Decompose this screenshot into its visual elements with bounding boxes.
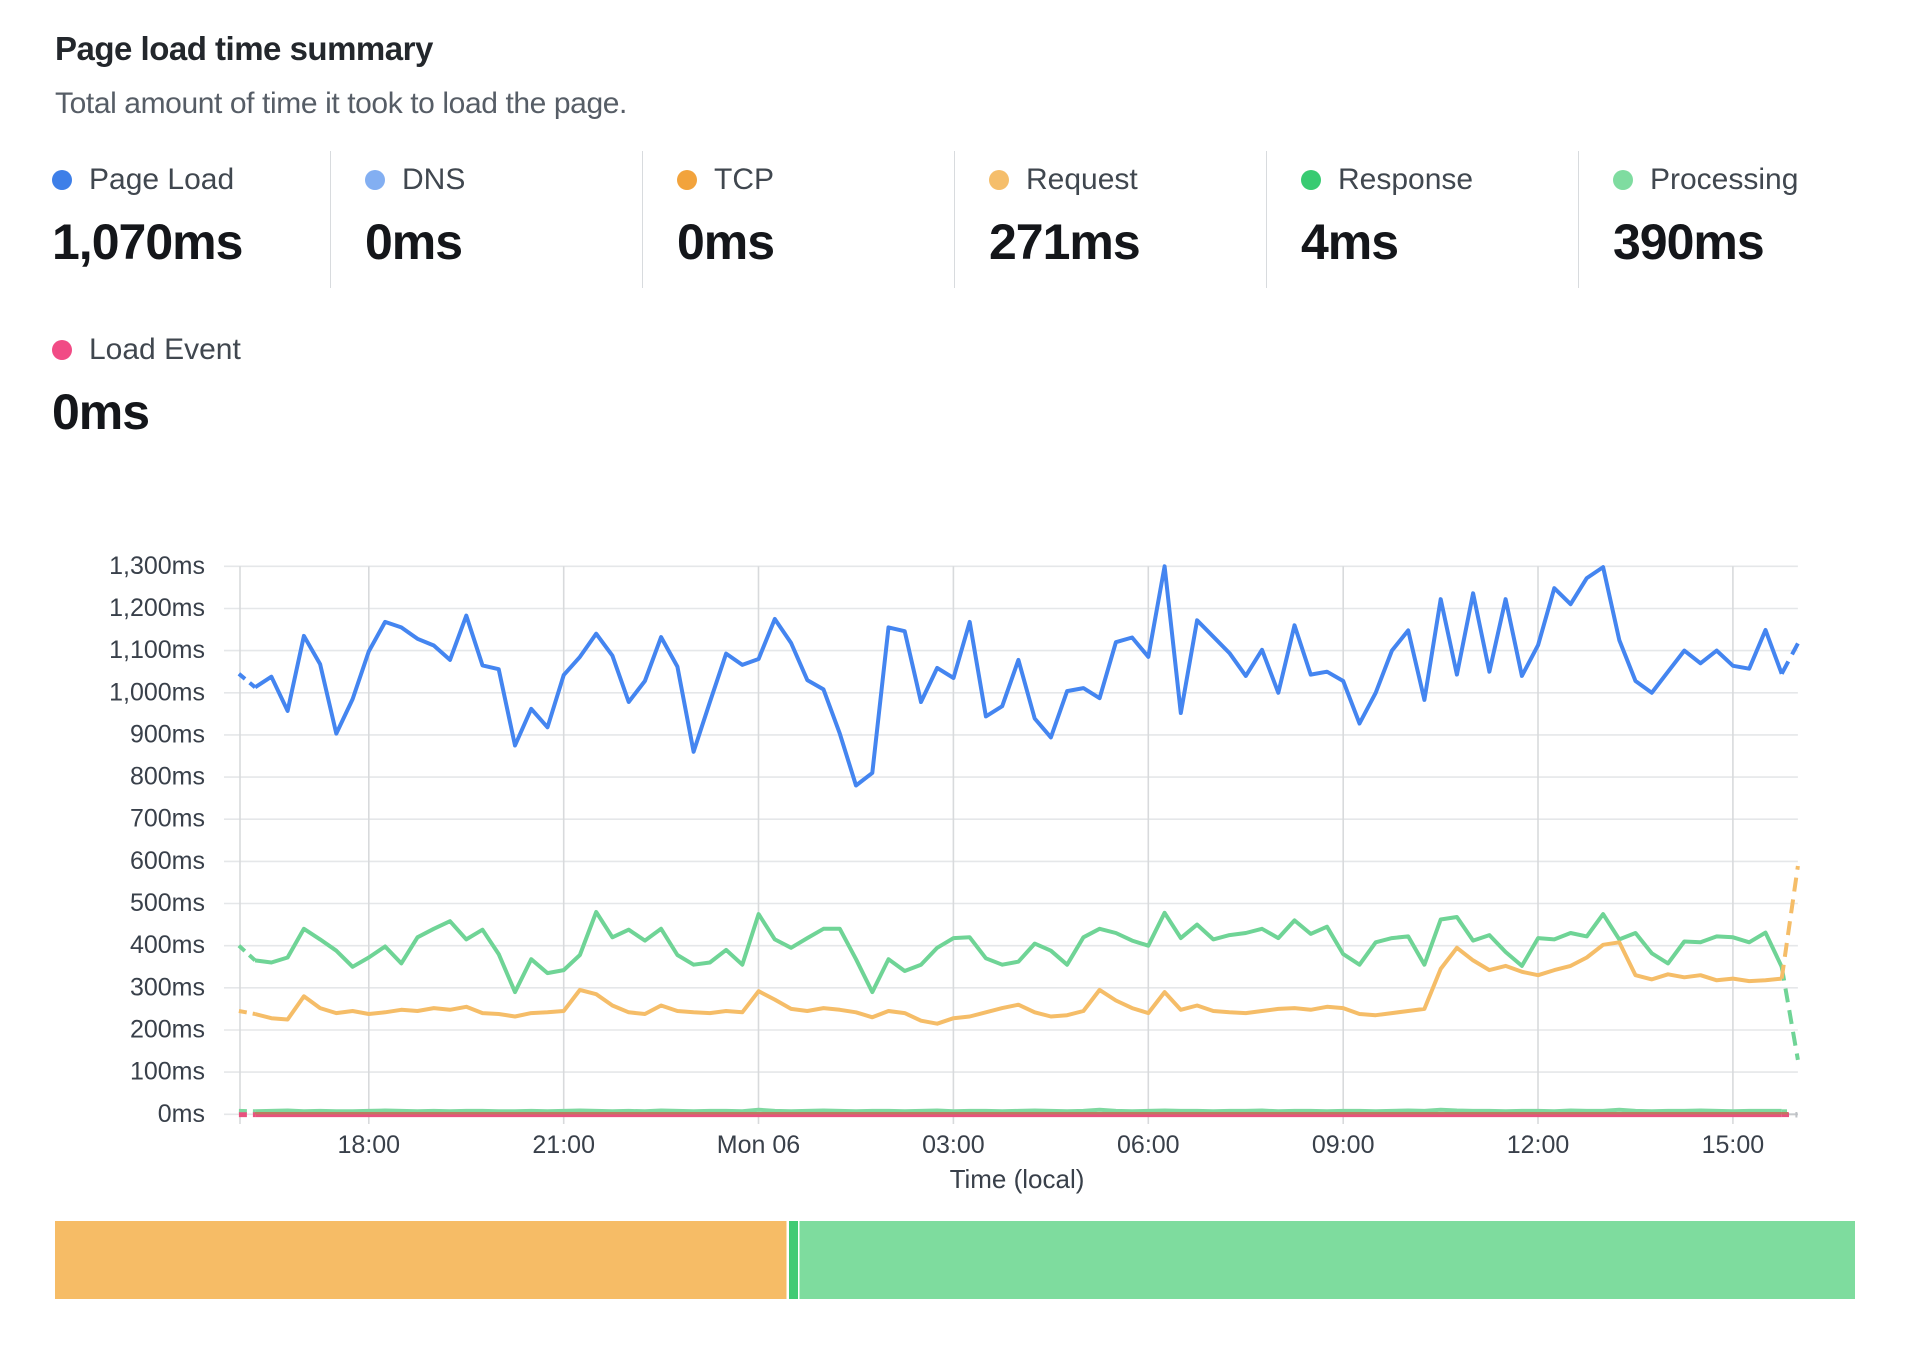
svg-text:500ms: 500ms <box>130 889 205 917</box>
svg-text:Time (local): Time (local) <box>950 1164 1085 1194</box>
svg-text:1,100ms: 1,100ms <box>109 636 205 664</box>
svg-text:200ms: 200ms <box>130 1016 205 1044</box>
svg-text:400ms: 400ms <box>130 931 205 959</box>
svg-text:06:00: 06:00 <box>1117 1131 1180 1159</box>
svg-text:700ms: 700ms <box>130 805 205 833</box>
svg-text:15:00: 15:00 <box>1702 1131 1765 1159</box>
svg-text:0ms: 0ms <box>158 1100 205 1128</box>
svg-text:100ms: 100ms <box>130 1058 205 1086</box>
svg-text:1,300ms: 1,300ms <box>109 552 205 580</box>
svg-text:18:00: 18:00 <box>338 1131 401 1159</box>
svg-text:800ms: 800ms <box>130 763 205 791</box>
svg-text:1,200ms: 1,200ms <box>109 594 205 622</box>
svg-text:900ms: 900ms <box>130 720 205 748</box>
svg-text:12:00: 12:00 <box>1507 1131 1570 1159</box>
svg-text:1,000ms: 1,000ms <box>109 678 205 706</box>
svg-text:21:00: 21:00 <box>532 1131 595 1159</box>
svg-text:600ms: 600ms <box>130 847 205 875</box>
svg-text:Mon 06: Mon 06 <box>717 1131 800 1159</box>
svg-text:09:00: 09:00 <box>1312 1131 1375 1159</box>
svg-text:03:00: 03:00 <box>922 1131 985 1159</box>
svg-text:300ms: 300ms <box>130 973 205 1001</box>
